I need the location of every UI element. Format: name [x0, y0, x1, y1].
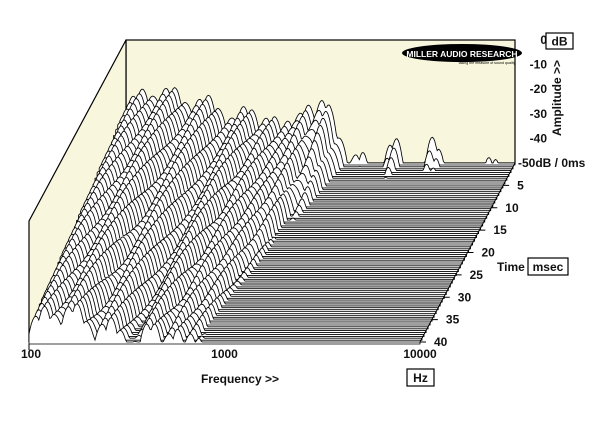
frequency-tick-label: 1000 — [211, 347, 238, 361]
amplitude-tick-label: -10 — [530, 58, 548, 72]
amplitude-unit-box — [545, 32, 574, 50]
amplitude-tick-label: -20 — [530, 82, 548, 96]
time-tick-label: 20 — [482, 246, 496, 260]
frequency-tick-label: 100 — [21, 347, 41, 361]
decay-slice — [71, 207, 463, 265]
decay-slice — [59, 233, 451, 288]
decay-slice — [61, 228, 453, 284]
frequency-unit: Hz — [413, 371, 428, 385]
decay-slice — [51, 253, 443, 303]
amplitude-axis-title: Amplitude >> — [550, 60, 564, 136]
logo-name: MILLER AUDIO RESEARCH — [406, 49, 517, 59]
time-tick-label: 25 — [470, 268, 484, 282]
time-tick-label: 15 — [493, 223, 507, 237]
time-unit-box — [527, 257, 569, 276]
logo-tagline: taking the measure of sound quality — [459, 61, 516, 65]
amplitude-tick-label: -40 — [530, 131, 548, 145]
amplitude-tick-label: 0 — [540, 33, 547, 47]
decay-slice — [57, 237, 449, 292]
decay-slice — [69, 212, 461, 269]
time-unit: msec — [533, 260, 564, 274]
time-tick-label: 40 — [434, 335, 448, 349]
time-axis-title: Time — [497, 260, 525, 274]
time-tick-label: 10 — [505, 201, 519, 215]
time-tick-label: 30 — [458, 290, 472, 304]
frequency-unit-box — [406, 368, 435, 387]
decay-slice — [53, 248, 445, 299]
decay-slice — [55, 243, 447, 295]
frequency-tick-label: 10000 — [403, 347, 437, 361]
axes-group: 100 1000 10000 0 -10 -20 -30 -40 -50dB / 0ms 5 10 1… — [21, 33, 586, 361]
amplitude-tick-label: -50dB / 0ms — [518, 156, 586, 170]
frequency-axis-title: Frequency >> — [201, 372, 279, 386]
time-tick-label: 5 — [517, 178, 524, 192]
time-tick-label: 35 — [446, 313, 460, 327]
slice-group — [28, 87, 516, 345]
amplitude-unit: dB — [552, 35, 568, 49]
decay-slice — [28, 303, 421, 345]
miller-audio-research-logo: MILLER AUDIO RESEARCH taking the measure… — [402, 44, 522, 65]
amplitude-tick-label: -30 — [530, 107, 548, 121]
